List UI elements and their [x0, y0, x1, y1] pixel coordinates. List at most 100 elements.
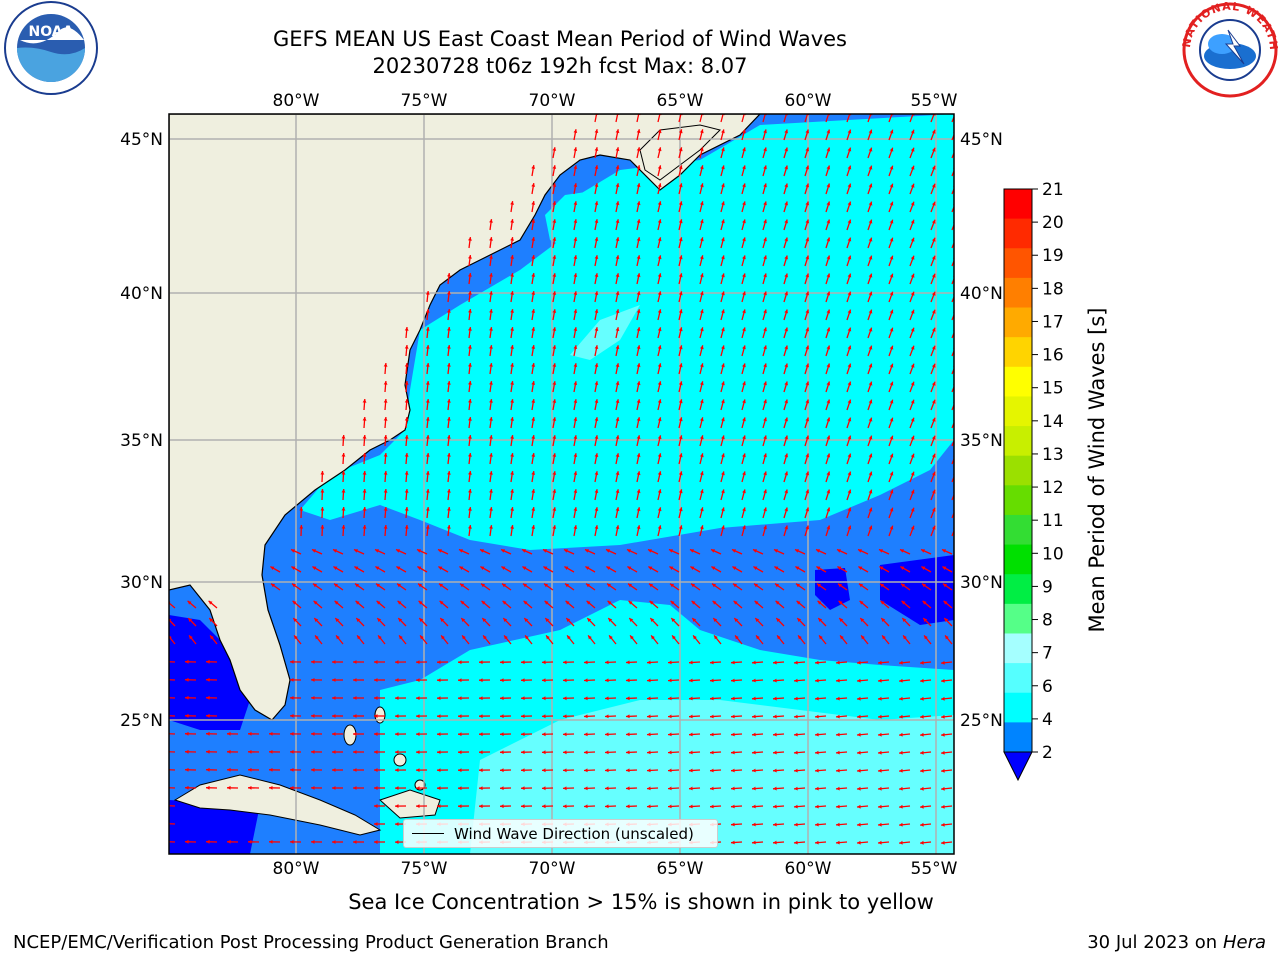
wind-wave-arrowhead: [312, 566, 317, 570]
wind-wave-arrowhead: [752, 822, 756, 827]
wind-wave-arrowhead: [395, 732, 399, 736]
wind-wave-arrow: [951, 457, 954, 465]
wind-wave-arrowhead: [615, 273, 620, 278]
wind-wave-arrowhead: [543, 566, 548, 570]
wind-wave-arrowhead: [425, 507, 430, 511]
wind-wave-arrowhead: [923, 618, 928, 622]
wind-wave-arrowhead: [404, 525, 409, 529]
wind-wave-arrowhead: [678, 417, 683, 422]
wind-wave-arrowhead: [586, 583, 590, 588]
wind-wave-arrowhead: [333, 566, 338, 570]
wind-wave-arrowhead: [943, 583, 947, 588]
wind-wave-arrowhead: [868, 453, 873, 458]
wind-wave-arrowhead: [838, 583, 842, 588]
wind-wave-arrowhead: [657, 453, 662, 458]
wind-wave-arrowhead: [657, 471, 662, 476]
wind-wave-arrowhead: [552, 255, 557, 259]
wind-wave-arrowhead: [615, 183, 620, 188]
wind-wave-arrowhead: [805, 471, 810, 476]
wind-wave-arrowhead: [889, 399, 894, 404]
wind-wave-arrowhead: [636, 399, 641, 404]
wind-wave-arrowhead: [510, 435, 514, 439]
wind-wave-arrowhead: [395, 840, 399, 844]
wind-wave-arrowhead: [627, 566, 632, 570]
wind-wave-arrowhead: [721, 363, 725, 368]
wind-wave-arrowhead: [573, 507, 578, 511]
wind-wave-arrowhead: [615, 381, 620, 386]
legend-label: Wind Wave Direction (unscaled): [454, 824, 694, 843]
wind-wave-arrowhead: [836, 750, 840, 755]
wind-wave-arrowhead: [931, 165, 936, 170]
wind-wave-arrowhead: [531, 471, 536, 475]
wind-wave-arrowhead: [531, 345, 536, 349]
wind-wave-arrowhead: [573, 471, 578, 475]
wind-wave-arrowhead: [563, 696, 567, 701]
wind-wave-arrowhead: [311, 714, 315, 718]
wind-wave-arrowhead: [826, 147, 831, 152]
wind-wave-arrowhead: [721, 273, 725, 278]
wind-wave-arrowhead: [657, 147, 662, 152]
wind-wave-arrowhead: [584, 768, 588, 773]
wind-wave-arrowhead: [742, 183, 746, 188]
wind-wave-arrowhead: [362, 399, 367, 403]
wind-wave-arrowhead: [920, 840, 924, 845]
wind-wave-arrowhead: [826, 363, 831, 368]
wind-wave-arrowhead: [847, 165, 852, 170]
wind-wave-arrowhead: [185, 767, 189, 772]
wind-wave-arrowhead: [164, 840, 168, 844]
wind-wave-arrowhead: [341, 471, 346, 475]
wind-wave-arrowhead: [510, 471, 514, 475]
wind-wave-arrowhead: [510, 453, 514, 457]
wind-wave-arrowhead: [910, 129, 915, 134]
wind-wave-arrowhead: [594, 489, 599, 493]
colorbar-label: Mean Period of Wind Waves [s]: [1085, 307, 1109, 633]
wind-wave-arrow: [951, 313, 954, 321]
wind-wave-arrowhead: [931, 309, 936, 314]
lon-tick-bottom-55w: 55°W: [911, 859, 958, 879]
wind-wave-arrowhead: [395, 696, 399, 700]
wind-wave-arrowhead: [353, 840, 357, 844]
wind-wave-arrowhead: [657, 273, 662, 278]
colorbar-segment: [1004, 307, 1032, 338]
wind-wave-arrowhead: [594, 219, 599, 223]
wind-wave-arrowhead: [931, 183, 936, 188]
wind-wave-arrowhead: [332, 696, 336, 700]
wind-wave-arrowhead: [333, 549, 337, 553]
wind-wave-arrowhead: [164, 678, 168, 682]
wind-wave-arrowhead: [320, 489, 325, 493]
wind-wave-arrowhead: [458, 804, 462, 809]
wave-period-4-6-maine: [545, 185, 660, 250]
wind-wave-arrowhead: [657, 219, 662, 224]
wind-wave-arrowhead: [920, 822, 924, 827]
wind-wave-arrowhead: [805, 417, 810, 422]
wind-wave-arrowhead: [903, 635, 907, 640]
wind-wave-arrowhead: [742, 255, 746, 260]
wind-wave-arrowhead: [910, 435, 915, 440]
wind-wave-arrowhead: [763, 165, 767, 170]
wind-wave-arrowhead: [648, 549, 652, 553]
wind-wave-arrowhead: [341, 453, 346, 457]
wind-wave-arrowhead: [731, 750, 735, 755]
wind-wave-arrowhead: [584, 786, 588, 791]
wind-wave-arrowhead: [721, 165, 725, 170]
wind-wave-arrowhead: [416, 768, 420, 772]
wind-wave-arrowhead: [836, 804, 840, 809]
wind-wave-arrowhead: [396, 549, 400, 553]
wind-wave-arrowhead: [847, 201, 852, 206]
wind-wave-arrowhead: [857, 750, 861, 755]
wind-wave-arrowhead: [425, 399, 430, 403]
wind-wave-arrowhead: [763, 183, 767, 188]
wind-wave-arrowhead: [468, 237, 472, 241]
wind-wave-arrowhead: [763, 219, 767, 224]
wind-wave-arrowhead: [944, 618, 949, 622]
wind-wave-arrowhead: [615, 399, 620, 404]
wind-wave-arrow: [951, 259, 954, 267]
wind-wave-arrowhead: [678, 291, 683, 296]
wind-wave-arrowhead: [374, 750, 378, 754]
wind-wave-arrowhead: [563, 660, 567, 665]
wind-wave-arrowhead: [910, 309, 915, 314]
wind-wave-arrowhead: [227, 785, 231, 790]
land-cuba: [173, 774, 382, 836]
wind-wave-arrowhead: [847, 453, 852, 458]
wind-wave-arrowhead: [657, 183, 662, 188]
